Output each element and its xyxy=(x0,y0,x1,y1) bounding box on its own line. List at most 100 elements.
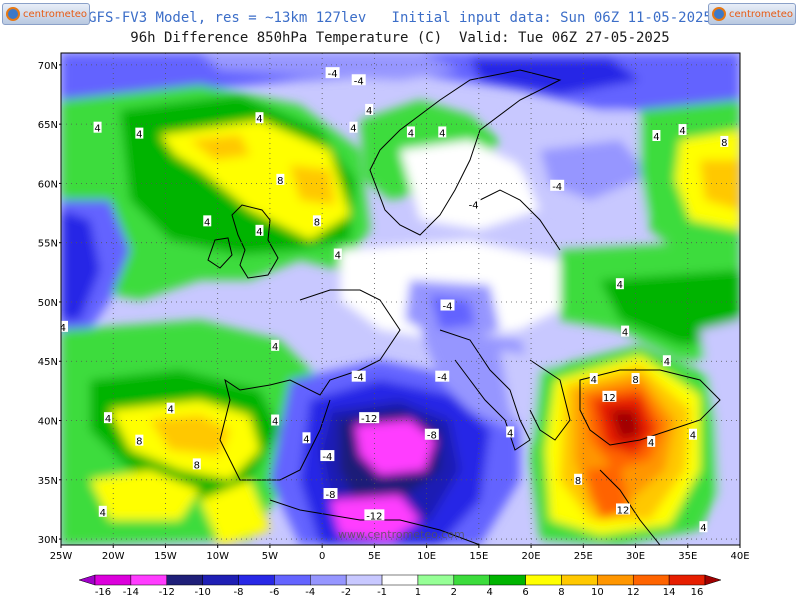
contour-label: 8 xyxy=(277,176,283,187)
lat-label: 35N xyxy=(38,476,58,487)
colorbar-min-arrow xyxy=(78,574,96,586)
contour-label-bg xyxy=(325,67,340,79)
contour-label-bg xyxy=(699,521,708,533)
colorbar-swatch xyxy=(345,574,383,586)
contour-label: -4 xyxy=(469,201,479,212)
contour-label-bg xyxy=(720,135,729,147)
colorbar-max-arrow xyxy=(704,574,722,586)
colorbar-label: -10 xyxy=(194,587,210,598)
contour-label: 4 xyxy=(272,417,278,428)
colorbar-swatch xyxy=(525,574,562,586)
contour-label-bg xyxy=(135,127,144,139)
colorbar-label: 4 xyxy=(487,587,493,598)
contour-label: 4 xyxy=(100,508,106,519)
contour-label: -4 xyxy=(322,452,332,463)
contour-label: 4 xyxy=(617,280,623,291)
contour-label: 4 xyxy=(272,342,278,353)
contour-label-bg xyxy=(93,121,102,133)
lon-label: 0 xyxy=(319,551,325,562)
contour-label-bg xyxy=(365,103,374,115)
colorbar-swatch xyxy=(310,574,347,586)
lon-label: 15E xyxy=(469,551,488,562)
logo-text-left: centrometeo xyxy=(23,8,88,20)
contour-label-bg xyxy=(602,390,617,402)
colorbar-label: 1 xyxy=(415,587,421,598)
lon-label: 25W xyxy=(50,551,73,562)
contour-label: 4 xyxy=(507,428,513,439)
contour-label-bg xyxy=(312,215,321,227)
colorbar-label: -6 xyxy=(269,587,279,598)
contour-label: 4 xyxy=(439,128,445,139)
colorbar-label: -4 xyxy=(305,587,315,598)
field-shading xyxy=(61,53,740,545)
contour-label-bg xyxy=(435,370,450,382)
contour-label: -4 xyxy=(328,69,338,80)
contour-label-bg xyxy=(271,414,280,426)
colorbar-swatch xyxy=(453,574,490,586)
contour-label-bg xyxy=(166,402,175,414)
colorbar-label: -1 xyxy=(377,587,387,598)
colorbar-swatch xyxy=(381,574,419,586)
contour-label-bg xyxy=(406,126,415,138)
title-line-2: 96h Difference 850hPa Temperature (C) Va… xyxy=(130,30,670,46)
colorbar-label: 2 xyxy=(451,587,457,598)
lon-label: 20E xyxy=(522,551,541,562)
contour-label-bg xyxy=(589,373,598,385)
lat-label: 30N xyxy=(38,535,58,546)
contour-label: -4 xyxy=(443,302,453,313)
contour-label-bg xyxy=(271,339,280,351)
map-frame xyxy=(60,52,741,546)
contour-label: -4 xyxy=(354,76,364,87)
lon-label: 30E xyxy=(626,551,645,562)
contour-label-bg xyxy=(688,428,697,440)
lat-label: 40N xyxy=(38,417,58,428)
contour-label-bg xyxy=(203,215,212,227)
contour-label-bg xyxy=(61,320,68,332)
colorbar-swatch xyxy=(668,574,706,586)
contour-label: -4 xyxy=(56,323,66,334)
colorbar-label: 16 xyxy=(691,587,704,598)
contour-label: 4 xyxy=(591,375,597,386)
contour-label-bg xyxy=(574,473,583,485)
logo-text-right: centrometeo xyxy=(729,8,794,20)
colorbar-label: -12 xyxy=(159,587,175,598)
contour-label: 4 xyxy=(664,357,670,368)
lat-label: 60N xyxy=(38,179,58,190)
lon-label: 35E xyxy=(678,551,697,562)
contour-label-bg xyxy=(359,412,380,424)
centrometeo-logo-left: centrometeo xyxy=(2,3,90,25)
contour-label-bg xyxy=(255,224,264,236)
contour-label-bg xyxy=(424,428,439,440)
contour-label: 4 xyxy=(303,434,309,445)
contour-label: 4 xyxy=(366,106,372,117)
lon-label: 10E xyxy=(417,551,436,562)
colorbar-label: 10 xyxy=(591,587,604,598)
colorbar-swatch xyxy=(489,574,526,586)
contour-label: -8 xyxy=(427,431,437,442)
colorbar-label: -14 xyxy=(123,587,139,598)
colorbar-swatch xyxy=(202,574,239,586)
colorbar-swatch xyxy=(597,574,634,586)
contour-label-bg xyxy=(662,355,671,367)
contour-label: 8 xyxy=(194,460,200,471)
contour-label-bg xyxy=(349,121,358,133)
contour-label-bg xyxy=(631,373,640,385)
contour-label: 4 xyxy=(679,126,685,137)
colorbar-swatch xyxy=(238,574,275,586)
watermark: www.centrometeo.com xyxy=(338,528,465,541)
contour-label-bg xyxy=(621,325,630,337)
contour-label: 4 xyxy=(256,114,262,125)
contour-label: 4 xyxy=(105,414,111,425)
colorbar-swatch xyxy=(417,574,455,586)
logo-ring-icon xyxy=(6,7,20,21)
contour-label: 4 xyxy=(690,431,696,442)
longitude-labels: 25W 20W 15W 10W 5W 0 5E 10E 15E 20E 25E 30E 35E 40E xyxy=(50,545,750,562)
contour-label: 4 xyxy=(94,124,100,135)
contour-label: 4 xyxy=(136,130,142,141)
contour-label: -4 xyxy=(552,182,562,193)
lat-label: 70N xyxy=(38,61,58,72)
contour-label-bg xyxy=(616,503,631,515)
colorbar-label: -8 xyxy=(234,587,244,598)
